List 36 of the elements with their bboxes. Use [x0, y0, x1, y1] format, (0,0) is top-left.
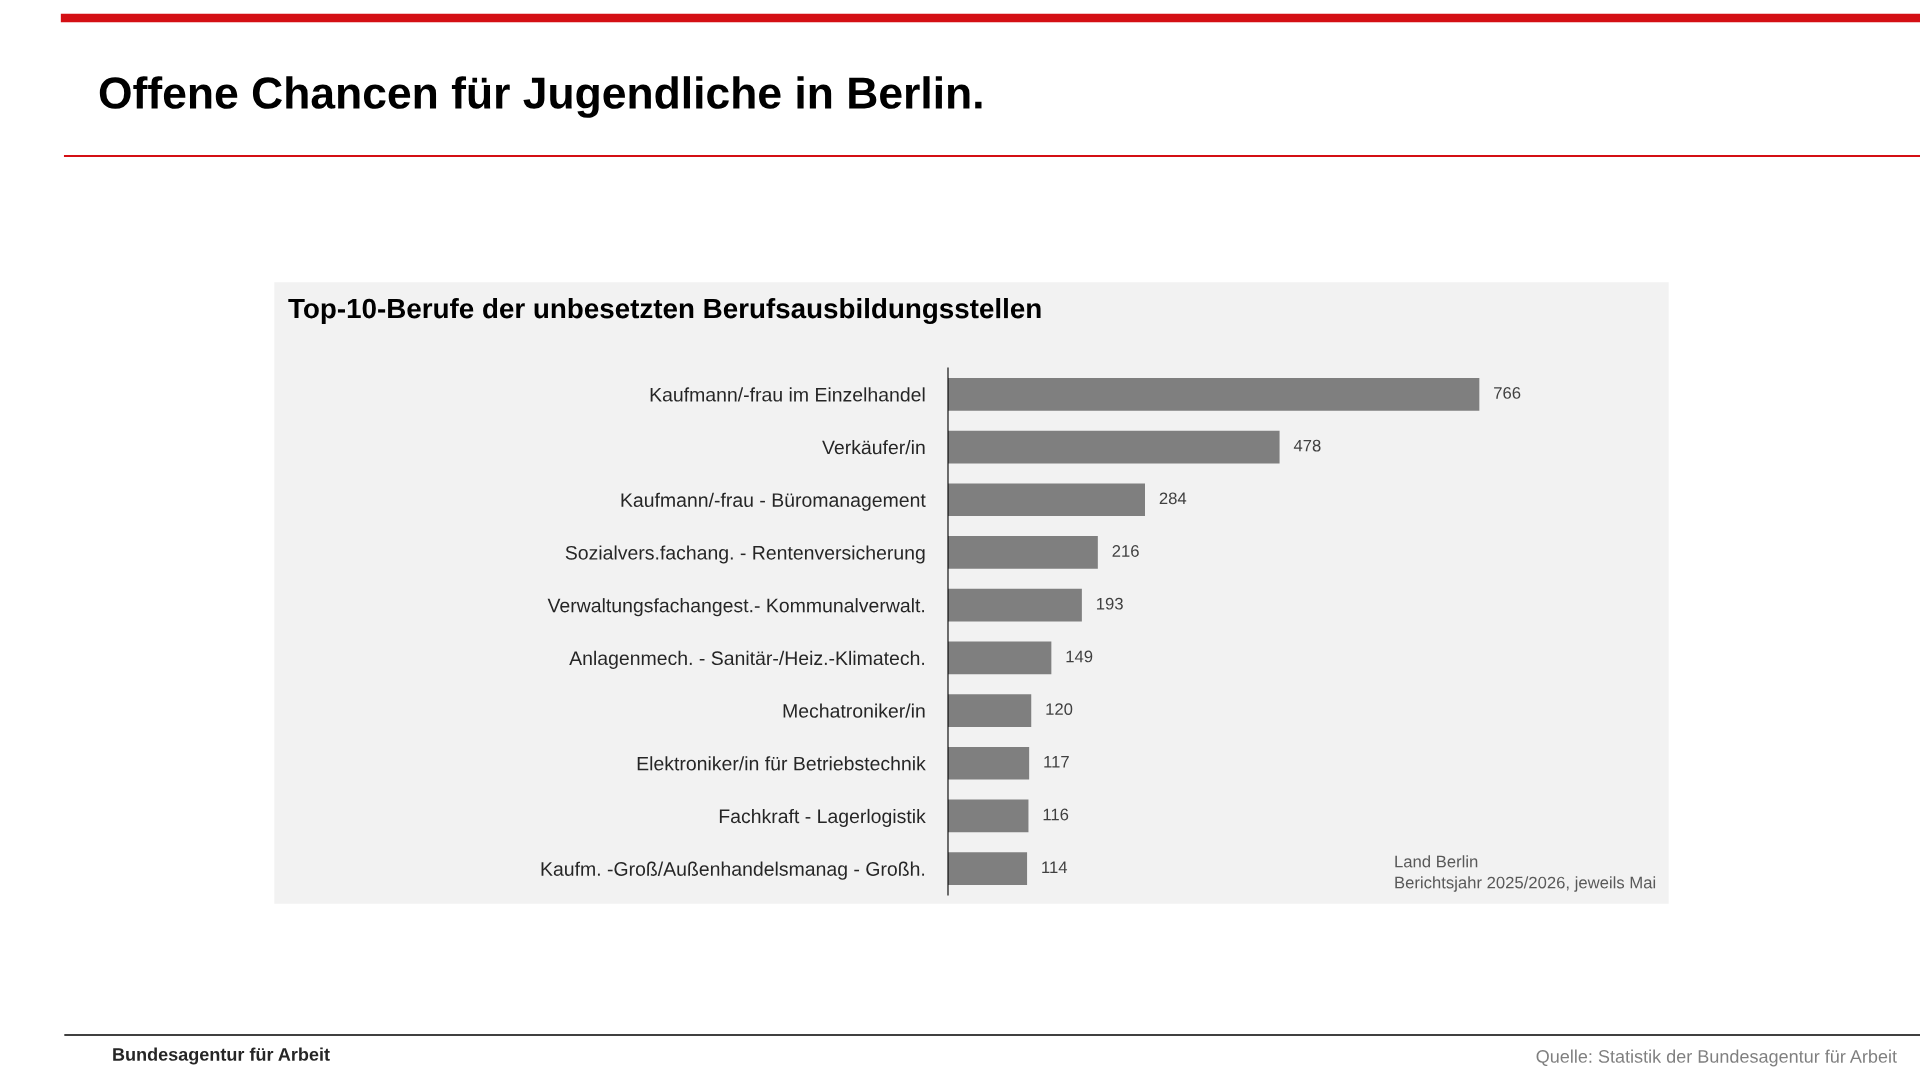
bar [948, 799, 1029, 833]
y-tick-label: Sozialvers.fachang. - Rentenversicherung [565, 545, 925, 564]
data-label: 284 [1159, 492, 1187, 505]
data-label: 116 [1043, 808, 1069, 821]
data-label: 117 [1044, 756, 1069, 768]
data-label: 149 [1066, 650, 1093, 663]
bar [948, 430, 1280, 464]
text: Bundesagentur für Arbeit [113, 1047, 330, 1065]
bar [948, 536, 1098, 569]
bar [948, 641, 1052, 675]
y-tick-label: Kaufm. -Groß/Außenhandelsmanag - Großh. [541, 861, 925, 880]
y-tick-label: Verwaltungsfachangest.- Kommunalverwalt. [547, 598, 925, 617]
y-tick-label: Fachkraft - Lagerlogistik [719, 808, 926, 828]
data-label: 766 [1494, 387, 1521, 399]
source-note: Quelle: Statistik der Bundesagentur für Arbeit [1536, 1049, 1897, 1067]
bar [948, 588, 1082, 622]
data-label: 193 [1097, 597, 1123, 610]
text: Top-10-Berufe der unbesetzten Berufsausbildungsstellen [288, 297, 1041, 325]
annotation: Berichtsjahr 2025/2026, jeweils Mai [1395, 876, 1656, 892]
data-label: 216 [1112, 545, 1139, 557]
bar [948, 852, 1028, 885]
data-label: 114 [1042, 861, 1068, 873]
y-tick-label: Kaufmann/-frau im Einzelhandel [650, 387, 925, 402]
y-tick-label: Mechatroniker/in [783, 703, 925, 718]
data-label: 120 [1046, 703, 1073, 716]
y-tick-label: Verkäufer/in [822, 440, 925, 455]
y-tick-label: Kaufmann/-frau - Büromanagement [621, 492, 926, 511]
data-label: 478 [1293, 439, 1321, 452]
text: Offene Chancen für Jugendliche in Berlin. [99, 76, 982, 118]
annotation: Land Berlin [1395, 855, 1478, 868]
bar [948, 694, 1032, 727]
bar [948, 378, 1480, 411]
y-tick-label: Anlagenmech. - Sanitär-/Heiz.-Klimatech. [569, 650, 925, 669]
bar [948, 746, 1030, 780]
y-tick-label: Elektroniker/in für Betriebstechnik [637, 756, 926, 771]
bar [948, 483, 1145, 517]
